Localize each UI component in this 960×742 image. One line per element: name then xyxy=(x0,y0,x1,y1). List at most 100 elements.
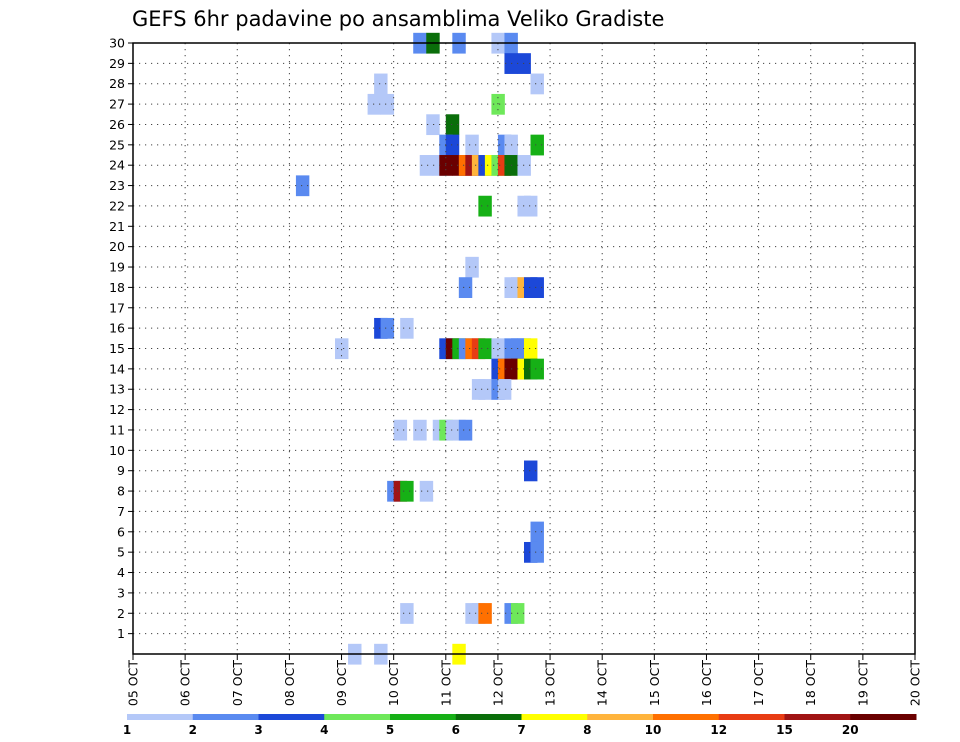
y-tick-label: 25 xyxy=(109,137,125,152)
y-tick-label: 27 xyxy=(109,97,125,112)
heatmap-cell xyxy=(335,338,349,360)
x-tick-label: 20 OCT xyxy=(908,660,923,706)
heatmap-cell xyxy=(426,114,440,136)
colorbar-label: 2 xyxy=(189,723,197,737)
heatmap-cell xyxy=(530,541,544,563)
x-tick-label: 07 OCT xyxy=(230,660,245,706)
y-tick-label: 28 xyxy=(109,76,125,91)
colorbar-label: 1 xyxy=(123,723,131,737)
heatmap-cell xyxy=(419,155,434,176)
y-tick-label: 12 xyxy=(109,402,125,417)
colorbar-label: 15 xyxy=(776,723,793,737)
heatmap-cell xyxy=(374,73,388,95)
heatmap-cell xyxy=(400,480,414,502)
y-tick-label: 18 xyxy=(109,280,125,295)
y-tick-label: 13 xyxy=(109,382,125,397)
x-tick-label: 05 OCT xyxy=(126,660,141,706)
x-tick-label: 09 OCT xyxy=(334,660,349,706)
grid-lines xyxy=(133,43,915,654)
heatmap-cell xyxy=(445,114,460,136)
heatmap-cell xyxy=(478,195,492,217)
colorbar-segment xyxy=(192,714,259,720)
y-tick-label: 26 xyxy=(109,117,125,132)
colorbar: 1 2 3 4 5 6 7 8 10 12 15 20 xyxy=(123,714,917,737)
x-tick-label: 17 OCT xyxy=(751,660,766,706)
colorbar-label: 8 xyxy=(583,723,591,737)
colorbar-segment xyxy=(455,714,522,720)
colorbar-label: 7 xyxy=(517,723,525,737)
heatmap-cell xyxy=(419,480,434,502)
x-tick-label: 14 OCT xyxy=(595,660,610,706)
y-tick-label: 17 xyxy=(109,300,125,315)
chart-title: GEFS 6hr padavine po ansamblima Veliko G… xyxy=(132,7,664,31)
x-tick-label: 15 OCT xyxy=(647,660,662,706)
y-tick-label: 15 xyxy=(109,341,125,356)
y-tick-label: 7 xyxy=(117,504,125,519)
y-tick-label: 16 xyxy=(109,321,125,336)
heatmap-cell xyxy=(491,93,505,115)
colorbar-segment xyxy=(587,714,654,720)
heatmap-cells xyxy=(295,32,544,665)
x-tick-label: 11 OCT xyxy=(438,660,453,706)
y-tick-label: 5 xyxy=(117,545,125,560)
colorbar-segment xyxy=(850,714,917,720)
y-tick-label: 2 xyxy=(117,606,125,621)
y-tick-label: 3 xyxy=(117,585,125,600)
x-tick-label: 16 OCT xyxy=(699,660,714,706)
y-tick-label: 21 xyxy=(109,219,125,234)
y-tick-label: 9 xyxy=(117,463,125,478)
heatmap-cell xyxy=(530,521,544,543)
x-tick-label: 18 OCT xyxy=(803,660,818,706)
colorbar-label: 12 xyxy=(710,723,727,737)
heatmap-cell xyxy=(393,419,408,441)
heatmap-cell xyxy=(458,277,473,298)
y-tick-label: 23 xyxy=(109,178,125,193)
colorbar-segment xyxy=(521,714,588,720)
heatmap-cell xyxy=(524,460,538,482)
x-tick-label: 19 OCT xyxy=(855,660,870,706)
heatmap-cell xyxy=(530,134,544,156)
x-tick-label: 13 OCT xyxy=(543,660,558,706)
x-tick-label: 08 OCT xyxy=(282,660,297,706)
heatmap-cell xyxy=(497,379,512,400)
x-tick-label: 06 OCT xyxy=(178,660,193,706)
heatmap-cell xyxy=(413,419,427,441)
colorbar-segment xyxy=(784,714,851,720)
colorbar-label: 3 xyxy=(254,723,262,737)
heatmap-cell xyxy=(530,73,544,95)
heatmap-cell xyxy=(491,338,505,360)
heatmap-cell xyxy=(380,93,395,115)
y-tick-label: 6 xyxy=(117,524,125,539)
heatmap-cell xyxy=(530,277,544,298)
colorbar-segment xyxy=(127,714,194,720)
x-tick-label: 10 OCT xyxy=(386,660,401,706)
y-tick-label: 4 xyxy=(117,565,125,580)
heatmap-cell xyxy=(445,134,460,156)
colorbar-segment xyxy=(653,714,720,720)
heatmap-cell xyxy=(400,317,414,339)
colorbar-segment xyxy=(390,714,457,720)
y-tick-label: 10 xyxy=(109,443,125,458)
heatmap-cell xyxy=(524,338,538,360)
heatmap-cell xyxy=(478,338,492,360)
heatmap-cell xyxy=(458,419,473,441)
heatmap-cell xyxy=(530,358,544,380)
y-tick-label: 8 xyxy=(117,484,125,499)
heatmap-cell xyxy=(380,317,395,339)
y-tick-label: 29 xyxy=(109,56,125,71)
colorbar-label: 5 xyxy=(386,723,394,737)
heatmap-cell xyxy=(478,603,492,624)
heatmap-cell xyxy=(465,256,479,278)
colorbar-label: 20 xyxy=(842,723,859,737)
colorbar-label: 10 xyxy=(645,723,662,737)
y-tick-label: 24 xyxy=(109,158,125,173)
colorbar-segment xyxy=(258,714,325,720)
heatmap-cell xyxy=(524,195,538,217)
y-tick-label: 11 xyxy=(109,422,125,437)
colorbar-segment xyxy=(324,714,391,720)
colorbar-segment xyxy=(718,714,785,720)
y-tick-label: 30 xyxy=(109,36,125,51)
x-tick-label: 12 OCT xyxy=(490,660,505,706)
y-tick-label: 14 xyxy=(109,361,125,376)
y-tick-label: 22 xyxy=(109,198,125,213)
